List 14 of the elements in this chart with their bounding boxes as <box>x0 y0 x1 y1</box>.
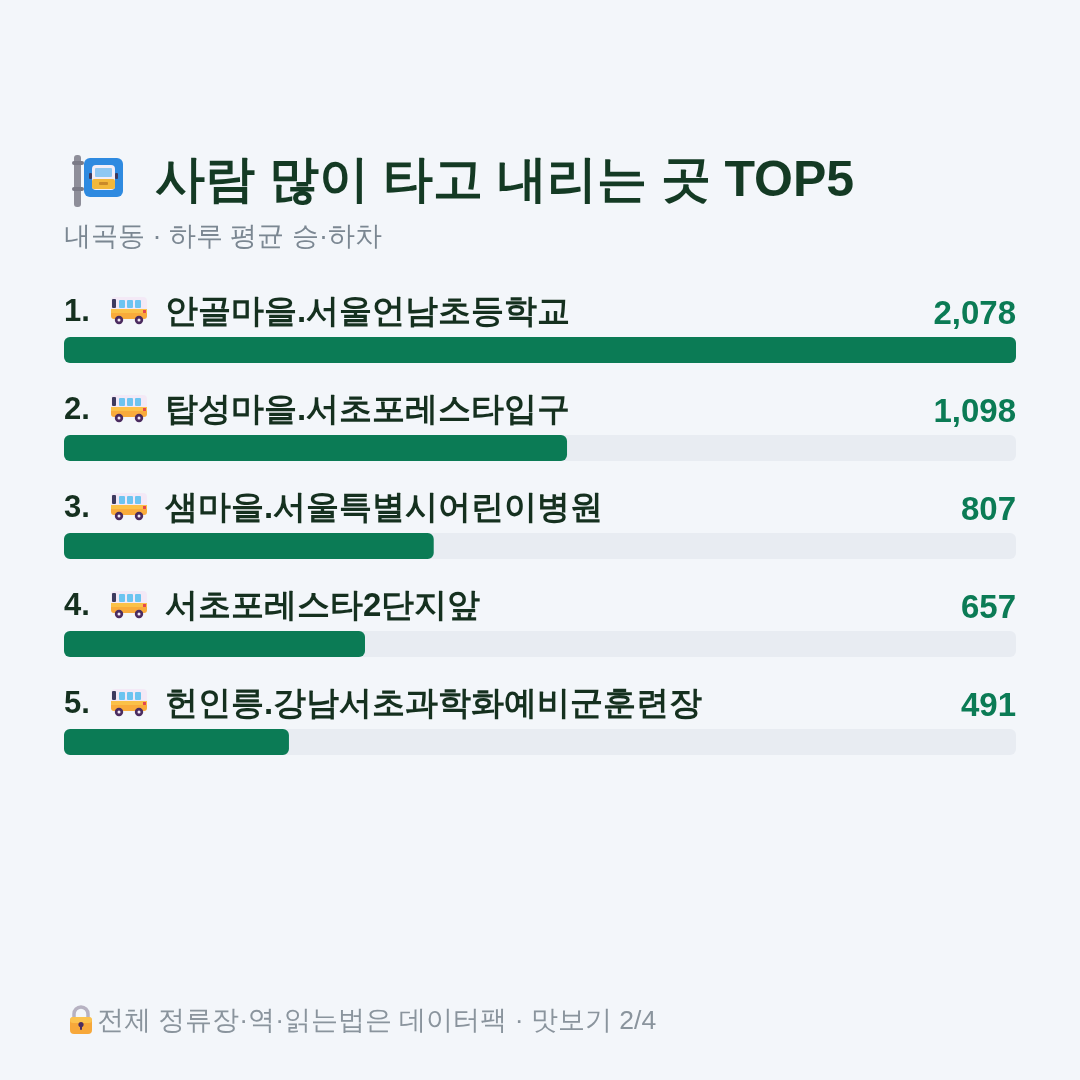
data-label: 2,078 <box>933 293 1016 331</box>
data-label: 491 <box>960 685 1016 723</box>
chart-title: 사람 많이 타고 내리는 곳 TOP5 <box>155 151 855 207</box>
text: 전체 정류장·역·읽는법은 데이터팩 · 맛보기 2/4 <box>97 1004 657 1035</box>
category-label: 3. 샘마을.서울특별시어린이병원 <box>64 487 604 525</box>
category-label: 4. 서초포레스타2단지앞 <box>64 585 481 623</box>
category-label: 1. 안골마을.서울언남초등학교 <box>64 291 571 329</box>
category-label: 5. 헌인릉.강남서초과학화예비군훈련장 <box>64 683 703 721</box>
category-label: 2. 탑성마을.서초포레스타입구 <box>64 389 571 427</box>
data-label: 1,098 <box>933 391 1016 429</box>
data-label: 807 <box>960 489 1016 527</box>
bar <box>64 729 289 755</box>
chart-subtitle: 내곡동 · 하루 평균 승·하차 <box>64 220 382 251</box>
data-label: 657 <box>960 587 1016 625</box>
